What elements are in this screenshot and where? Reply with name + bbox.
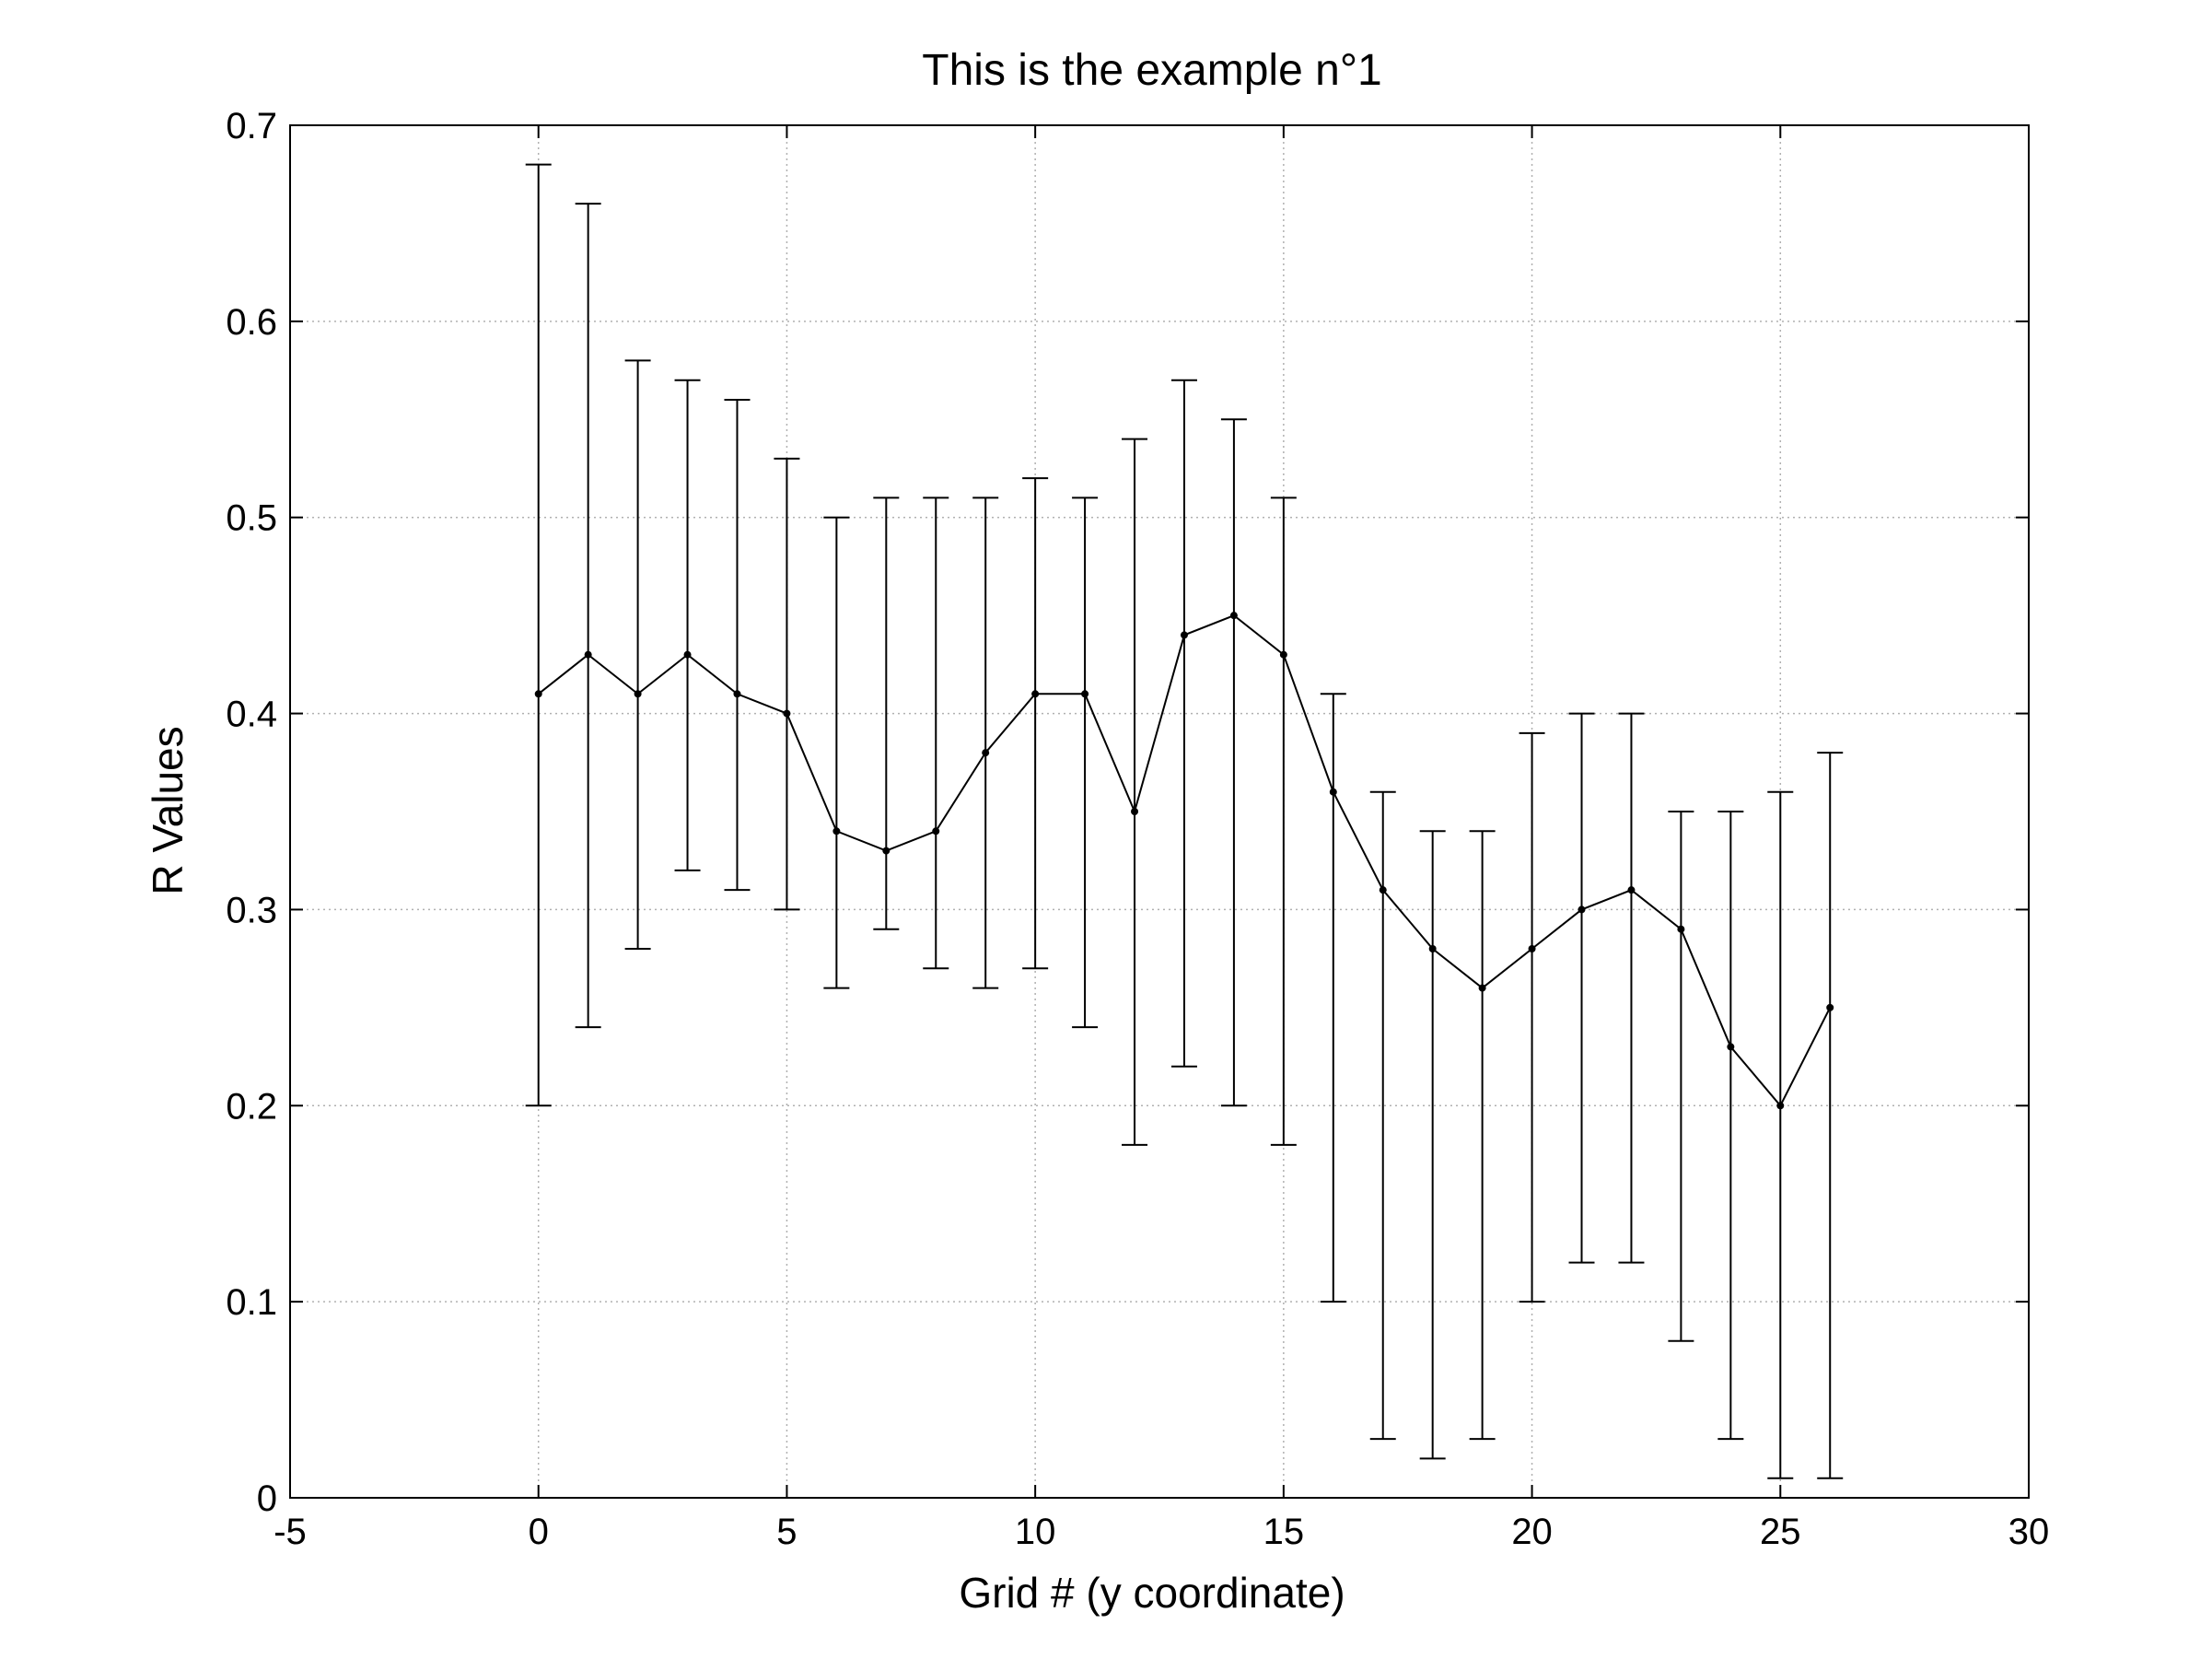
data-point xyxy=(634,690,642,698)
x-tick-label: 10 xyxy=(1015,1512,1056,1552)
data-point xyxy=(1081,690,1089,698)
y-tick-label: 0.2 xyxy=(226,1086,277,1127)
x-axis-label: Grid # (y coordinate) xyxy=(959,1569,1345,1617)
data-point xyxy=(1329,788,1337,796)
y-tick-label: 0.5 xyxy=(226,498,277,539)
error-bars xyxy=(525,163,1844,1479)
data-point xyxy=(534,690,542,698)
chart-title: This is the example n°1 xyxy=(922,46,1381,95)
data-point xyxy=(932,827,940,835)
data-point xyxy=(982,749,990,757)
x-tick-label: 5 xyxy=(776,1512,797,1552)
data-point xyxy=(1279,650,1287,659)
data-point xyxy=(882,847,891,855)
data-point xyxy=(1478,984,1486,992)
x-tick-label: 0 xyxy=(529,1512,549,1552)
data-point xyxy=(1180,631,1188,639)
data-point xyxy=(1229,612,1238,620)
data-point xyxy=(1727,1043,1735,1051)
data-point xyxy=(1528,945,1536,952)
y-tick-label: 0 xyxy=(257,1478,277,1519)
y-axis-label: R Values xyxy=(144,726,192,894)
x-tick-label: 25 xyxy=(1760,1512,1801,1552)
data-point xyxy=(1826,1003,1834,1011)
y-tick-label: 0.1 xyxy=(226,1282,277,1323)
data-point xyxy=(584,650,592,659)
data-point xyxy=(733,690,741,698)
data-point xyxy=(1428,945,1437,952)
plot-frame xyxy=(289,124,2030,1499)
y-tick-label: 0.6 xyxy=(226,302,277,343)
y-tick-label: 0.4 xyxy=(226,695,277,735)
data-point xyxy=(1031,690,1040,698)
data-point xyxy=(832,827,841,835)
data-point xyxy=(683,650,692,659)
data-point xyxy=(1776,1102,1785,1110)
y-tick-label: 0.7 xyxy=(226,106,277,146)
data-point xyxy=(1131,808,1139,815)
data-point xyxy=(1578,905,1586,914)
y-tick-label: 0.3 xyxy=(226,890,277,930)
x-tick-label: -5 xyxy=(274,1512,307,1552)
x-tick-label: 20 xyxy=(1511,1512,1553,1552)
series xyxy=(534,612,1834,1110)
data-point xyxy=(1379,886,1387,894)
x-tick-label: 15 xyxy=(1263,1512,1305,1552)
data-point xyxy=(1677,925,1685,933)
data-point xyxy=(1627,886,1636,894)
x-tick-label: 30 xyxy=(2008,1512,2050,1552)
data-point xyxy=(783,709,791,718)
